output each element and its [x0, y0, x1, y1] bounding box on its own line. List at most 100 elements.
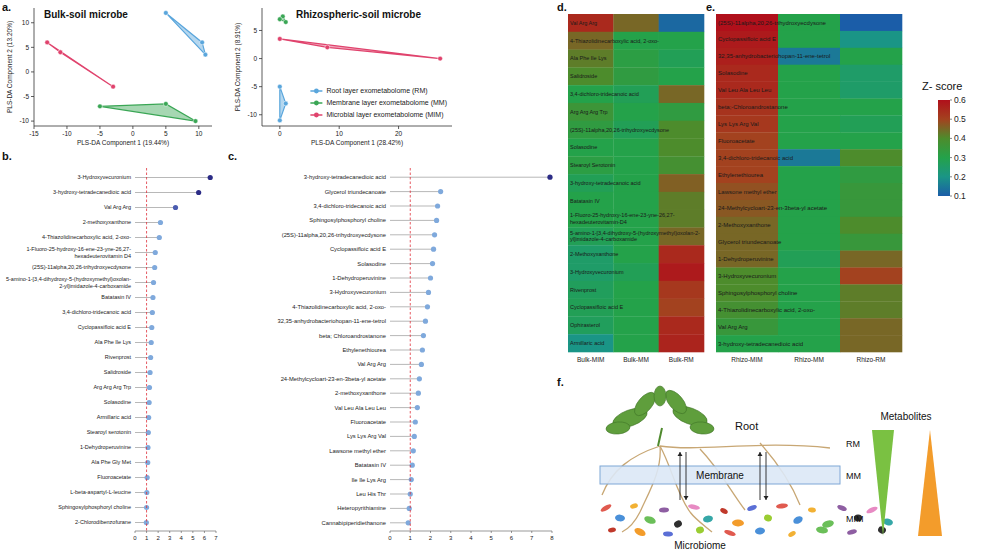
row-label: Sphingosylphosphoryl choline [718, 290, 798, 296]
microbe [847, 528, 858, 535]
category-label: Heteropyrithiamine [337, 505, 386, 511]
category-label-line: Arg Arg Arg Trp [93, 384, 131, 390]
category-label: Rivenprost [105, 354, 132, 360]
row-label: beta;-Chloroandrostanone [718, 104, 788, 110]
leaf [662, 387, 691, 417]
category-label-line: (25S)-11alpha,20,26-trihydroxyecdysone [282, 232, 386, 238]
stem [390, 522, 408, 523]
x-tick [471, 531, 472, 533]
dot [148, 355, 153, 360]
category-label-line: 3-Hydroxyvecuronium [330, 289, 387, 295]
row-label-line: 1-Dehydroperuvinine [718, 256, 774, 262]
x-tick [34, 126, 35, 129]
category-label: 24-Methylcycloart-23-en-3beta-yl acetate [281, 376, 386, 382]
y-axis-line [262, 8, 263, 126]
heat-cell [840, 284, 902, 301]
membrane-band [600, 466, 840, 484]
category-label-line: Stearoyl serotonin [87, 429, 131, 435]
dot [173, 205, 178, 210]
legend-label: Root layer exometabolome (RM) [326, 87, 427, 95]
category-label: Stearoyl serotonin [87, 429, 131, 435]
row-label-line: Solasodine [570, 144, 597, 150]
group-polygon [280, 39, 440, 59]
category-label: 3,4-dichloro-tridecanoic acid [62, 309, 131, 315]
category-label-line: 32,35-anhydrobacteriohopan-11-ene-tetrol [278, 318, 387, 324]
category-label-line: 2-Chlorodibenzofurane [75, 519, 131, 525]
stem [135, 252, 155, 253]
heat-cell [659, 85, 705, 103]
x-tick-label: 5 [191, 535, 195, 541]
x-tick [165, 126, 166, 129]
microbe [663, 531, 673, 536]
stem [135, 297, 153, 298]
y-tick [259, 58, 262, 59]
microbe [719, 507, 728, 515]
heat-cell [778, 183, 840, 200]
microbe [787, 530, 796, 538]
row-label: 3,4-dichloro-tridecanoic acid [570, 91, 639, 97]
stem [390, 321, 425, 322]
category-label: Salidroside [104, 369, 131, 375]
heat-cell [778, 132, 840, 149]
category-label: 2-Chlorodibenzofurane [75, 519, 131, 525]
x-tick-label: 2 [429, 535, 433, 541]
dot [150, 295, 155, 300]
panel-letter: d. [557, 1, 567, 13]
category-label: 3-Hydroxyvecuronium [330, 289, 387, 295]
category-label-line: Lys Lys Arg Val [347, 433, 386, 439]
sample-point [283, 101, 288, 106]
row-label-line: Ethylenethiourea [718, 172, 764, 178]
stem [135, 267, 155, 268]
y-tick-label: -5 [251, 83, 257, 90]
heat-cell [778, 318, 840, 335]
dot [149, 325, 154, 330]
group-polygon [100, 104, 196, 121]
y-tick-label: 0 [253, 55, 257, 62]
row-label-line: Ala Phe Ile Lys [570, 55, 607, 61]
row-label-line: (25S)-11alpha,20,26-trihydroxyecdysone [570, 127, 669, 133]
heat-cell [840, 268, 902, 285]
dot [431, 247, 436, 252]
heat-cell [613, 139, 659, 157]
stem [390, 177, 550, 178]
stem [390, 335, 423, 336]
category-label: Cyclopassifloic acid E [330, 246, 386, 252]
category-label: Glycerol triundecanoate [325, 189, 386, 195]
heat-cell [659, 32, 705, 50]
heat-cell [840, 149, 902, 166]
row-label-line: 3-hydroxy-tetradecanoic acid [570, 180, 641, 186]
root [660, 445, 830, 448]
row-label: 3,4-dichloro-tridecanoic acid [718, 155, 793, 161]
y-tick-label: -5 [23, 93, 29, 100]
row-label-line: 3,4-dichloro-tridecanoic acid [718, 155, 793, 161]
heat-cell [716, 132, 778, 149]
sample-point [163, 101, 168, 106]
heat-cell [568, 316, 614, 334]
category-label-line: L-beta-aspartyl-L-leucine [70, 489, 131, 495]
category-label-line: Val Leu Ala Leu Leu [335, 405, 386, 411]
row-label-line: hexadeuterovitamin-D4 [570, 219, 627, 225]
sample-point [200, 40, 205, 45]
heat-cell [840, 99, 902, 116]
category-label-line: 3-Hydroxyvecuronium [78, 174, 132, 180]
stem [135, 282, 154, 283]
stem [390, 206, 438, 207]
heat-cell [778, 251, 840, 268]
category-label-line: Solasodine [357, 261, 386, 267]
heat-cell [659, 281, 705, 299]
group-polygon [166, 13, 206, 55]
row-label: Ophirasterol [570, 322, 600, 328]
category-label: Val Arg Arg [104, 204, 131, 210]
dot [409, 477, 414, 482]
dot [412, 434, 417, 439]
row-label-line: Sphingosylphosphoryl choline [718, 290, 798, 296]
x-tick-label: 6 [510, 535, 514, 541]
category-label-line: Ethylenethiourea [342, 347, 386, 353]
heat-cell [716, 31, 778, 48]
x-tick-label: 10 [195, 130, 203, 137]
dot [147, 385, 152, 390]
x-tick [135, 531, 136, 533]
category-label: Cyclopassifloic acid E [78, 324, 132, 330]
heat-cell [659, 67, 705, 85]
microbe [688, 503, 701, 510]
